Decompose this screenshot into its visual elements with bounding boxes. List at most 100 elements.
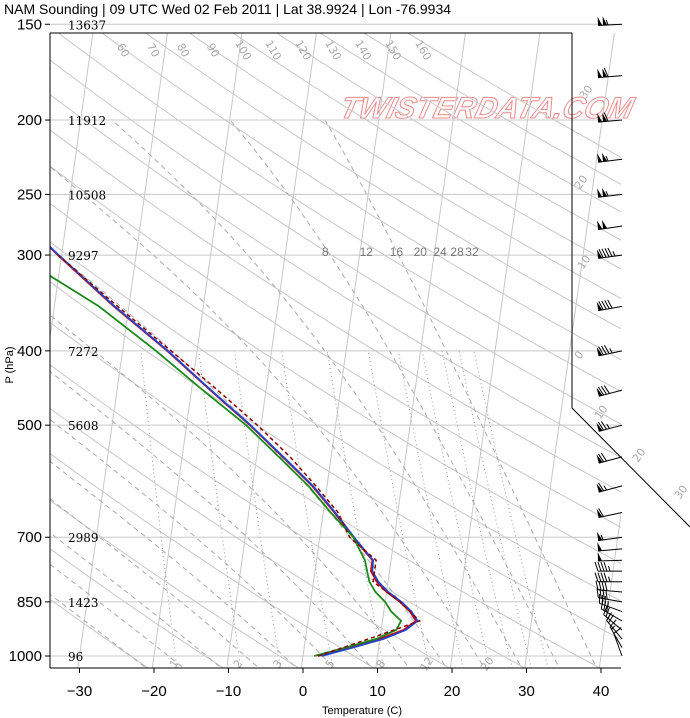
wind-barb-pennant <box>596 508 603 518</box>
wind-barb-full <box>602 589 605 599</box>
theta-label: 150 <box>382 38 404 63</box>
wind-barb <box>596 345 623 357</box>
dry-adiabat-line <box>319 33 621 213</box>
pressure-tick-label: 200 <box>17 112 42 129</box>
wind-barb-full <box>596 588 599 598</box>
height-label: 1423 <box>68 596 99 610</box>
theta-label: 120 <box>292 38 314 63</box>
mixing-ratio-line <box>458 350 532 668</box>
wind-barb <box>596 299 623 312</box>
dry-adiabat-line <box>50 129 621 493</box>
dry-adiabat-line <box>144 33 621 330</box>
isobar-grid: 1001611515013637200119122501050830092974… <box>9 16 621 665</box>
dry-adiabat-line <box>50 93 621 459</box>
wind-barb-shaft <box>599 602 623 613</box>
mixing-ratio-line <box>140 350 178 668</box>
moist-adiabat-line <box>50 532 222 668</box>
dry-adiabat-line <box>50 281 621 641</box>
wind-barb-pennant <box>596 387 603 397</box>
wind-barb-pennant <box>602 187 608 197</box>
wind-barb-shaft <box>598 597 623 603</box>
theta-label: 160 <box>412 38 434 63</box>
isotherm-line <box>300 33 392 668</box>
dry-adiabat-line <box>275 33 621 241</box>
x-tick-label: 20 <box>444 683 461 700</box>
wind-barb-full <box>600 452 607 462</box>
wind-barb-shaft <box>598 305 623 312</box>
wind-barb-shaft <box>606 620 623 640</box>
dry-adiabat-line <box>232 33 621 270</box>
theta-label: 60 <box>114 41 132 60</box>
dry-adiabat-line <box>50 598 149 668</box>
mixing-ratio-lower-label: 20 <box>478 655 497 674</box>
wind-barb-pennant <box>602 152 608 162</box>
wind-barb-pennant <box>602 68 608 78</box>
mixing-ratio-line <box>198 350 242 668</box>
pressure-tick-label: 150 <box>17 16 42 33</box>
height-label: 7272 <box>68 345 99 359</box>
dry-adiabat-line <box>50 407 451 668</box>
wind-barb <box>613 627 623 657</box>
wind-barb-full <box>600 572 605 582</box>
moist-adiabat-line <box>229 119 560 668</box>
theta-label: 110 <box>262 38 284 63</box>
wind-barb-pennant <box>597 68 603 78</box>
wind-barb-half <box>609 348 613 354</box>
height-label: 13637 <box>68 18 106 32</box>
x-tick-label: −20 <box>141 683 166 700</box>
wind-barb-pennant <box>602 112 608 122</box>
wind-barb-half <box>600 534 604 541</box>
wind-barb-full <box>595 580 599 590</box>
theta-label: 70 <box>144 41 162 60</box>
pressure-tick-label: 850 <box>17 594 42 611</box>
wind-barb-shaft <box>598 512 623 519</box>
wind-barb-half <box>608 565 611 572</box>
wind-barb <box>597 247 623 259</box>
pressure-tick-label: 400 <box>17 343 42 360</box>
isotherm-edge-label: 30 <box>672 483 690 502</box>
wind-barb-full <box>601 581 605 591</box>
isotherm-edge-label: 20 <box>572 173 591 192</box>
wind-barb-full <box>597 572 602 582</box>
wind-barb-half <box>605 19 609 26</box>
wind-barb-full <box>603 605 608 615</box>
wind-barb-half <box>603 485 607 491</box>
wind-barb-full <box>594 572 599 582</box>
dry-adiabat-line <box>50 548 225 668</box>
moist-adiabat-line <box>324 119 598 668</box>
moist-adiabat-line <box>111 119 523 668</box>
theta-label: 90 <box>204 41 222 60</box>
mixing-ratio-label: 24 <box>433 245 447 259</box>
moist-adiabat-line <box>50 460 298 668</box>
dry-adiabat-line <box>188 33 621 300</box>
moist-adiabat-line <box>50 418 335 668</box>
isotherm-line <box>151 33 243 668</box>
moist-adiabat-line <box>50 370 373 668</box>
wind-barb-pennant <box>596 301 603 311</box>
wind-barb <box>597 16 623 27</box>
wind-barb-half <box>606 423 610 429</box>
wind-barb-shaft <box>598 548 623 552</box>
dry-adiabat-line <box>57 33 621 393</box>
height-label: 2989 <box>68 531 99 545</box>
wind-barb <box>596 482 623 493</box>
moist-adiabat-line <box>50 166 485 668</box>
wind-barb <box>596 421 623 432</box>
dewpoint-line <box>50 274 403 657</box>
wind-barb-full <box>604 300 610 309</box>
height-label: 5608 <box>68 419 99 433</box>
dry-adiabat-line <box>50 165 621 528</box>
wind-barb-shaft <box>598 389 623 397</box>
wind-barb-pennant <box>596 483 603 493</box>
wind-barb <box>596 452 623 464</box>
wind-barb-pennant <box>597 542 603 551</box>
wind-barb-full <box>607 299 613 309</box>
wind-barb <box>595 580 623 593</box>
wind-barb-full <box>603 572 608 582</box>
wind-barb <box>598 593 623 613</box>
wind-barb-half <box>608 576 611 582</box>
isotherm-edge-label: 10 <box>575 253 594 272</box>
x-tick-label: −30 <box>67 683 92 700</box>
